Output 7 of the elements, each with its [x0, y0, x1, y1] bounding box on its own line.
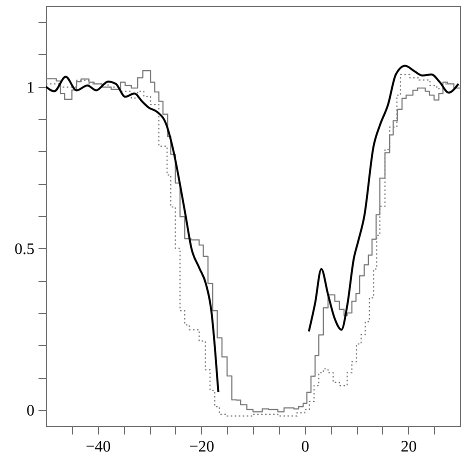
y-tick-label: 0	[26, 402, 34, 420]
y-tick-label: 1	[26, 79, 34, 96]
y-tick-label: 0.5	[14, 240, 34, 258]
x-tick-label: 20	[400, 438, 417, 456]
x-tick-label: 0	[301, 438, 310, 456]
x-tick-label: −20	[189, 438, 214, 456]
x-tick-label: −40	[86, 438, 111, 456]
